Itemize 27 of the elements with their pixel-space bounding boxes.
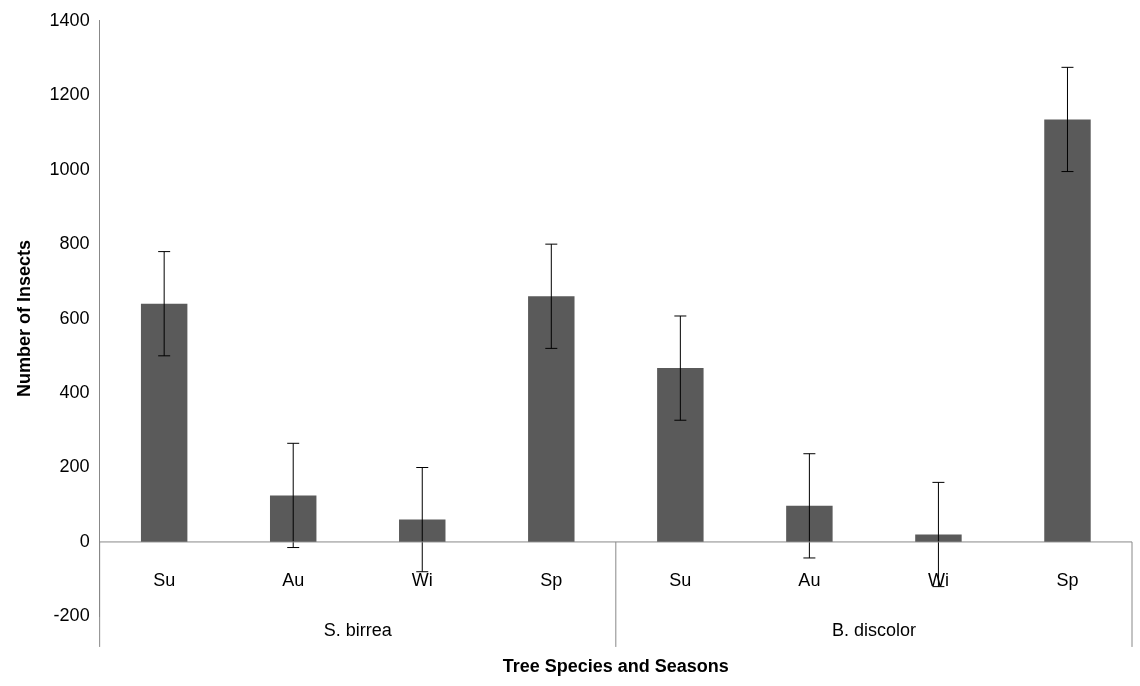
bar: [657, 368, 704, 542]
x-tick-label: Su: [153, 569, 176, 590]
bar: [1044, 119, 1091, 542]
x-tick-label: Su: [669, 569, 692, 590]
x-tick-label: Wi: [411, 569, 433, 590]
y-tick-label: 200: [59, 456, 90, 477]
x-tick-label: Sp: [540, 569, 563, 590]
y-tick-label: 1000: [49, 158, 90, 179]
x-tick-label: Au: [798, 569, 821, 590]
y-tick-label: 1400: [49, 9, 90, 30]
bar: [140, 303, 188, 542]
bar: [399, 519, 446, 542]
text: B. discolor: [831, 619, 916, 640]
y-tick-label: 1200: [49, 84, 90, 105]
x-tick-label: Au: [282, 569, 305, 590]
y-tick-label: 0: [79, 530, 90, 551]
bar: [269, 495, 317, 542]
y-tick-label: -200: [53, 605, 90, 626]
x-axis-title: Tree Species and Seasons: [502, 656, 729, 677]
text: S. birrea: [323, 619, 393, 640]
y-axis-title: Number of Insects: [13, 240, 34, 398]
x-tick-label: Sp: [1056, 569, 1079, 590]
y-tick-label: 400: [59, 382, 90, 403]
bar: [786, 505, 833, 542]
y-tick-label: 800: [59, 233, 90, 254]
bar: [528, 296, 575, 542]
y-tick-label: 600: [59, 307, 90, 328]
